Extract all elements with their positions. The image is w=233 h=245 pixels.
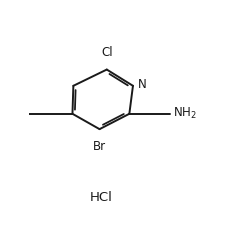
- Text: HCl: HCl: [90, 191, 113, 204]
- Text: NH$_2$: NH$_2$: [173, 106, 196, 121]
- Text: N: N: [138, 78, 147, 91]
- Text: Br: Br: [93, 140, 106, 153]
- Text: Cl: Cl: [101, 46, 113, 59]
